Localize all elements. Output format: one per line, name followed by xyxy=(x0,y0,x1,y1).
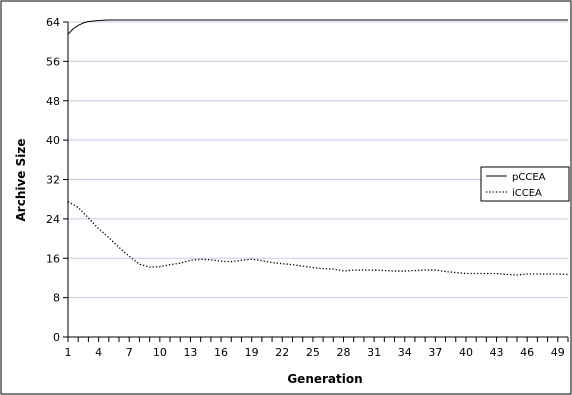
series-line-iccea xyxy=(67,201,569,276)
series-lines xyxy=(67,19,569,276)
y-tick-label: 8 xyxy=(53,292,60,305)
x-tick-label: 25 xyxy=(306,346,320,359)
x-tick-label: 4 xyxy=(95,346,102,359)
y-tick-label: 32 xyxy=(46,174,60,187)
x-tick-label: 34 xyxy=(398,346,412,359)
x-tick-label: 28 xyxy=(337,346,351,359)
x-axis-ticks: 1 4 7 10 13 16 19 22 25 28 31 34 37 40 43 46 49 xyxy=(65,337,569,359)
x-tick-label: 49 xyxy=(551,346,565,359)
x-tick-label: 10 xyxy=(153,346,167,359)
legend: pCCEA iCCEA xyxy=(480,166,570,202)
x-tick-label: 13 xyxy=(183,346,197,359)
legend-box xyxy=(480,166,570,202)
y-tick-label: 16 xyxy=(46,252,60,265)
x-axis-title: Generation xyxy=(287,372,362,386)
x-tick-label: 19 xyxy=(245,346,259,359)
x-tick-label: 22 xyxy=(275,346,289,359)
y-axis-title: Archive Size xyxy=(14,139,28,222)
x-tick-label: 31 xyxy=(367,346,381,359)
x-tick-label: 43 xyxy=(490,346,504,359)
y-axis-ticks: 0 8 16 24 32 40 48 56 64 xyxy=(46,16,68,344)
y-tick-label: 56 xyxy=(46,55,60,68)
legend-label-pccea: pCCEA xyxy=(512,172,546,183)
legend-label-iccea: iCCEA xyxy=(512,188,542,199)
y-tick-label: 64 xyxy=(46,16,60,29)
x-tick-label: 7 xyxy=(126,346,133,359)
x-tick-label: 37 xyxy=(428,346,442,359)
x-tick-label: 1 xyxy=(65,346,72,359)
x-tick-label: 16 xyxy=(214,346,228,359)
y-tick-label: 48 xyxy=(46,95,60,108)
x-tick-label: 46 xyxy=(520,346,534,359)
x-tick-label: 40 xyxy=(459,346,473,359)
gridlines xyxy=(68,21,568,299)
y-tick-label: 40 xyxy=(46,134,60,147)
y-tick-label: 24 xyxy=(46,213,60,226)
series-line-pccea xyxy=(67,19,568,35)
y-tick-label: 0 xyxy=(53,331,60,344)
